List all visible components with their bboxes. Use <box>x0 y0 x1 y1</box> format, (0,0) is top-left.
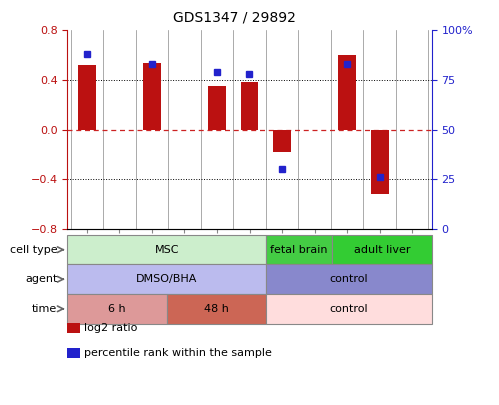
Text: fetal brain: fetal brain <box>270 245 328 255</box>
Bar <box>208 86 226 130</box>
Text: control: control <box>329 304 368 314</box>
Bar <box>371 130 389 194</box>
Text: MSC: MSC <box>155 245 179 255</box>
Text: control: control <box>329 274 368 284</box>
Text: cell type: cell type <box>10 245 57 255</box>
Text: agent: agent <box>25 274 57 284</box>
Text: 6 h: 6 h <box>108 304 126 314</box>
Text: adult liver: adult liver <box>354 245 410 255</box>
Text: GDS1347 / 29892: GDS1347 / 29892 <box>173 10 296 24</box>
Text: log2 ratio: log2 ratio <box>84 323 137 333</box>
Bar <box>78 65 96 130</box>
Text: 48 h: 48 h <box>204 304 229 314</box>
Text: DMSO/BHA: DMSO/BHA <box>136 274 198 284</box>
Text: time: time <box>32 304 57 314</box>
Bar <box>143 63 161 130</box>
Bar <box>338 55 356 130</box>
Bar <box>273 130 291 152</box>
Bar <box>241 83 258 130</box>
Text: percentile rank within the sample: percentile rank within the sample <box>84 348 272 358</box>
